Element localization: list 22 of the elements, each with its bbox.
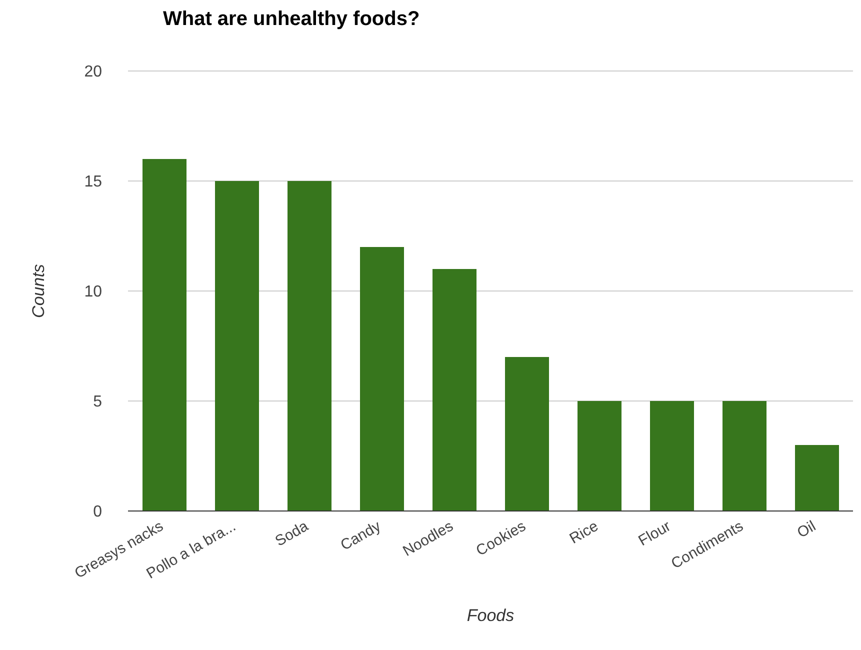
x-tick-label: Soda — [272, 517, 312, 550]
y-tick-label: 20 — [84, 64, 102, 81]
x-tick-label: Rice — [566, 518, 602, 548]
bar — [360, 247, 404, 511]
bar — [142, 159, 186, 511]
y-tick-label: 5 — [93, 394, 102, 411]
y-tick-label: 10 — [84, 284, 102, 301]
bar — [722, 401, 766, 511]
bar — [650, 401, 694, 511]
y-tick-label: 15 — [84, 174, 102, 191]
bar — [215, 181, 259, 511]
x-tick-label: Oil — [794, 518, 819, 542]
bar — [795, 445, 839, 511]
x-tick-label: Flour — [636, 518, 674, 550]
x-axis-title: Foods — [466, 606, 515, 625]
y-tick-label: 0 — [93, 504, 102, 521]
chart-title: What are unhealthy foods? — [163, 8, 421, 31]
bar — [578, 401, 622, 511]
bar — [505, 357, 549, 511]
bar — [432, 269, 476, 511]
bar — [288, 181, 332, 511]
y-axis-title: Counts — [29, 264, 48, 318]
